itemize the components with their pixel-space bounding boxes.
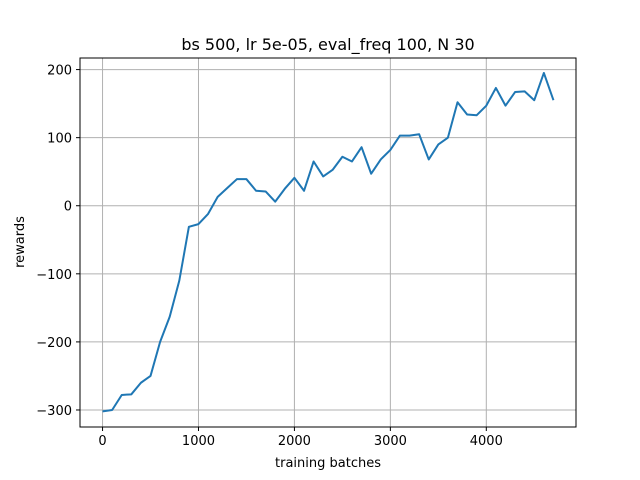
y-tick-label: 0	[64, 200, 72, 215]
x-tick-label: 4000	[470, 434, 503, 449]
y-tick-label: −200	[36, 336, 72, 351]
x-tick-label: 0	[98, 434, 106, 449]
x-tick-label: 1000	[182, 434, 215, 449]
y-tick-label: 100	[47, 132, 72, 147]
x-tick-label: 3000	[374, 434, 407, 449]
series-lines	[102, 71, 555, 413]
plot-frame	[79, 57, 577, 428]
axis-ticks: 0 1000 2000 3000 4000 −300 −200 −100 0 100 200	[36, 64, 503, 449]
y-tick-label: 200	[47, 64, 72, 79]
chart-title: bs 500, lr 5e-05, eval_freq 100, N 30	[181, 35, 474, 55]
series-line	[102, 71, 555, 413]
y-tick-label: −100	[36, 268, 72, 283]
x-tick-label: 2000	[278, 434, 311, 449]
y-axis-label: rewards	[13, 216, 28, 268]
x-axis-label: training batches	[275, 456, 381, 471]
y-tick-label: −300	[36, 404, 72, 419]
grid-lines	[80, 58, 576, 427]
